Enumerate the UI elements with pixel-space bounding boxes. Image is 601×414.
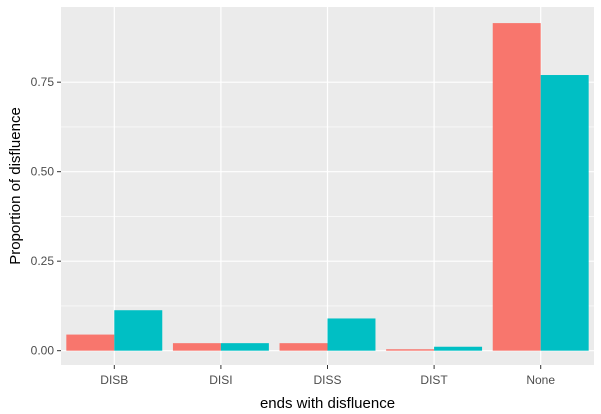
- bar-diss-series-2: [327, 318, 376, 351]
- y-tick-label: 0.50: [31, 165, 55, 179]
- bar-none-series-1: [492, 23, 541, 351]
- bar-dist-series-1: [386, 349, 435, 351]
- bar-disb-series-2: [114, 310, 163, 351]
- y-axis-title: Proportion of disfluence: [7, 107, 24, 265]
- y-tick-label: 0.25: [31, 254, 55, 268]
- x-tick-label: None: [526, 373, 555, 387]
- y-tick-label: 0.75: [31, 75, 55, 89]
- x-tick-label: DISS: [313, 373, 341, 387]
- y-axis: 0.00 0.25 0.50 0.75: [31, 75, 61, 358]
- bar-disb-series-1: [66, 334, 115, 351]
- bar-disi-series-2: [220, 343, 269, 351]
- bar-diss-series-1: [279, 343, 328, 351]
- x-axis-title: ends with disfluence: [260, 395, 395, 412]
- x-axis: DISB DISI DISS DIST None: [100, 365, 555, 387]
- x-tick-label: DIST: [420, 373, 448, 387]
- bars: [66, 23, 589, 351]
- bar-none-series-2: [540, 75, 589, 351]
- y-tick-label: 0.00: [31, 344, 55, 358]
- x-tick-label: DISB: [100, 373, 128, 387]
- x-tick-label: DISI: [209, 373, 232, 387]
- bar-dist-series-2: [434, 346, 483, 351]
- bar-disi-series-1: [172, 343, 221, 351]
